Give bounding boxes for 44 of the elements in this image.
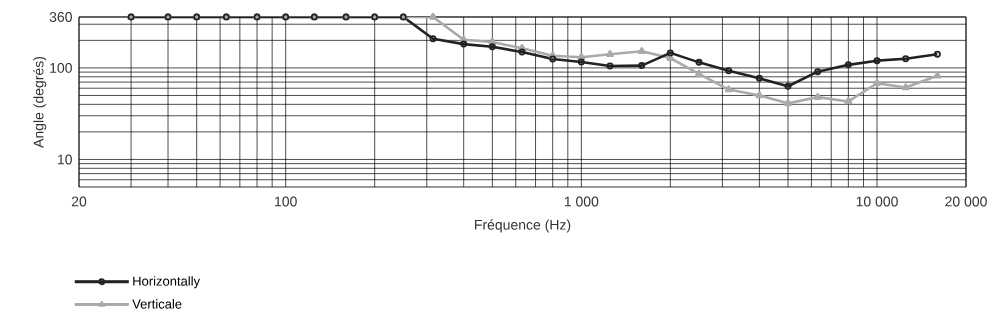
point [459, 35, 468, 43]
point [784, 99, 792, 107]
point [518, 48, 526, 56]
point [813, 92, 822, 100]
point [429, 12, 437, 20]
point [901, 83, 910, 91]
point [755, 91, 764, 99]
point [577, 58, 585, 66]
x-tick-label: 20 [71, 196, 87, 207]
point [606, 49, 614, 58]
y-tick-label: 100 [50, 62, 72, 73]
x-axis-title: Fréquence (Hz) [475, 219, 571, 233]
point [933, 71, 942, 79]
y-axis-title: Angle (degrés) [33, 56, 47, 148]
point [844, 97, 853, 105]
x-tick-label: 100 [275, 196, 297, 207]
legend-label: Horizontally [133, 276, 201, 289]
y-tick-label: 10 [57, 154, 72, 165]
point [784, 82, 792, 90]
point [577, 52, 586, 60]
point [549, 55, 557, 63]
point [844, 61, 852, 69]
point [695, 58, 703, 66]
x-tick-label: 20 000 [945, 196, 987, 207]
y-tick-label: 360 [49, 12, 72, 22]
x-tick-label: 10 000 [856, 196, 898, 207]
legend-label: Verticale [132, 299, 182, 309]
point [873, 57, 881, 65]
point [695, 69, 703, 77]
point [724, 85, 733, 93]
point [666, 49, 674, 57]
point [488, 43, 496, 51]
point [902, 55, 910, 63]
point [873, 78, 881, 87]
point [606, 62, 614, 70]
point [725, 67, 733, 75]
point [460, 40, 468, 48]
point [638, 62, 646, 70]
point [814, 68, 822, 76]
point [755, 74, 763, 82]
point [637, 46, 646, 55]
point [666, 53, 675, 61]
point [429, 35, 437, 43]
x-tick-label: 1 000 [564, 196, 599, 207]
